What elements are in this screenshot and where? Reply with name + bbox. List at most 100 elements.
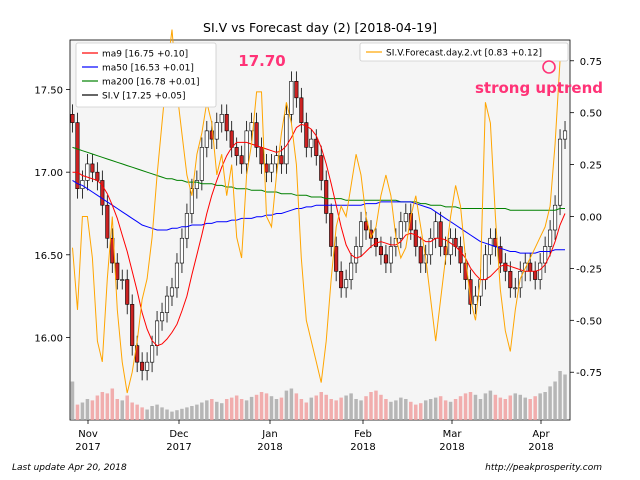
volume-bar — [523, 397, 527, 420]
candle-body — [289, 81, 294, 115]
candle-body — [334, 246, 339, 272]
volume-bar — [548, 386, 552, 420]
candle-body — [383, 254, 388, 264]
candle-body — [458, 246, 463, 264]
candle-body — [239, 155, 244, 165]
candle-body — [105, 204, 110, 239]
candle-body — [209, 130, 214, 140]
candle-body — [438, 221, 443, 247]
volume-bar — [175, 410, 179, 420]
candle-body — [553, 204, 558, 231]
volume-bar — [85, 399, 90, 420]
y-left-tick-label: 17.00 — [34, 168, 63, 179]
x-tick-label: 2017 — [75, 442, 100, 453]
candle-body — [75, 122, 80, 189]
candle-body — [488, 237, 493, 256]
candle-body — [259, 147, 264, 165]
candle-body — [408, 213, 413, 231]
y-right-tick-label: 0.25 — [580, 161, 602, 172]
volume-bar — [433, 397, 438, 420]
volume-bar — [135, 404, 139, 420]
ma9-line — [72, 123, 566, 347]
candle-body — [299, 97, 304, 123]
volume-bar — [463, 393, 468, 420]
x-tick-label: 2018 — [257, 442, 282, 453]
axes: 16.00 16.50 17.00 17.50 -0.75 -0.50 -0.25 0.00 0… — [34, 57, 602, 453]
candlesticks — [70, 71, 568, 381]
y-right-tick-label: -0.50 — [576, 316, 602, 327]
y-left-tick-label: 17.50 — [34, 86, 63, 97]
candle-body — [159, 312, 165, 322]
candle-body — [115, 262, 120, 280]
candle-body — [95, 171, 100, 181]
volume-bar — [299, 399, 304, 420]
volume-bar — [309, 397, 314, 420]
legends: ma9 [16.75 +0.10] ma50 [16.53 +0.01] ma200… — [75, 42, 569, 108]
volume-bar — [294, 393, 299, 420]
volume-bar — [334, 400, 338, 420]
x-tick-label: Nov — [78, 429, 98, 440]
volume-bar — [324, 394, 328, 420]
candle-body — [174, 262, 180, 289]
volume-bar — [414, 404, 418, 420]
volume-bar — [344, 395, 348, 420]
volume-bar — [220, 403, 224, 420]
volume-bar — [389, 401, 393, 420]
volume-bar — [379, 394, 383, 420]
volume-bar — [110, 388, 115, 420]
volume-bar — [75, 404, 80, 420]
volume-bar — [498, 397, 503, 420]
candle-body — [473, 295, 478, 305]
annotations: 17.70 strong uptrend — [238, 52, 603, 97]
candle-body — [354, 246, 359, 264]
volume-bar — [369, 392, 373, 420]
x-tick-label: 2018 — [439, 442, 464, 453]
y-right-tick-label: -0.25 — [576, 264, 602, 275]
candle-body — [413, 229, 418, 247]
volume-bar — [428, 399, 433, 420]
volume-bar — [115, 399, 120, 420]
volume-bar — [234, 395, 239, 420]
volume-bar — [210, 399, 214, 420]
candle-body — [284, 114, 289, 165]
candle-body — [155, 320, 160, 346]
candle-body — [329, 213, 334, 247]
volume-bar — [468, 392, 473, 420]
volume-bar — [374, 390, 378, 420]
volume-bar — [140, 407, 144, 420]
y-left-tick-label: 16.00 — [34, 333, 63, 344]
volume-bar — [170, 411, 174, 420]
legend-left-label: SI.V [17.25 +0.05] — [102, 92, 185, 102]
x-tick-label: Feb — [354, 429, 372, 440]
candle-body — [483, 254, 488, 280]
volume-bar — [70, 381, 75, 420]
candle-body — [130, 304, 135, 346]
volume-bar — [453, 399, 458, 420]
forecast-line — [72, 29, 566, 394]
candle-body — [562, 130, 568, 140]
volume-bar — [254, 394, 259, 420]
volume-bar — [354, 399, 358, 420]
volume-bar — [538, 393, 542, 420]
volume-bar — [259, 392, 264, 420]
x-tick-label: Apr — [532, 429, 550, 440]
volume-bar — [399, 397, 403, 420]
volume-bar — [160, 407, 164, 420]
candle-body — [388, 246, 393, 264]
annotation-trend: strong uptrend — [475, 79, 603, 97]
candle-body — [254, 122, 259, 148]
candle-body — [150, 345, 155, 363]
candle-body — [418, 246, 423, 264]
candle-body — [508, 271, 513, 289]
volume-bar — [533, 396, 537, 420]
volume-bar — [443, 400, 448, 420]
footer-last-update: Last update Apr 20, 2018 — [12, 463, 127, 473]
candle-body — [145, 361, 150, 371]
candle-body — [214, 122, 219, 140]
volume-bar — [195, 404, 199, 420]
volume-bar — [404, 399, 408, 420]
volume-bar — [359, 400, 363, 420]
legend-right-box — [359, 42, 569, 62]
volume-bar — [488, 390, 493, 420]
